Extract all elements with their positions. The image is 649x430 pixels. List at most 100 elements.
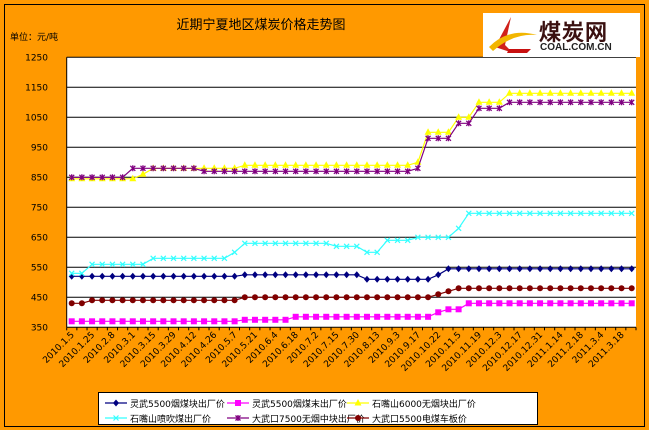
series-1 — [68, 300, 635, 325]
data-point — [333, 168, 340, 175]
data-point — [221, 272, 228, 280]
data-point — [536, 89, 544, 96]
data-point — [353, 271, 360, 279]
data-point — [302, 294, 309, 301]
data-point — [201, 297, 208, 304]
data-point — [598, 300, 605, 307]
data-point — [495, 98, 503, 105]
data-point — [282, 271, 289, 279]
data-point — [180, 165, 187, 172]
data-point — [252, 168, 258, 175]
data-point — [618, 99, 625, 106]
data-point — [119, 261, 126, 268]
data-point — [180, 255, 187, 262]
data-point — [343, 243, 350, 250]
data-point — [414, 275, 421, 283]
series-line — [71, 101, 632, 178]
data-point — [201, 255, 207, 262]
data-point — [323, 240, 330, 247]
data-point — [180, 272, 187, 280]
data-point — [485, 98, 493, 105]
data-point — [363, 161, 371, 168]
data-point — [537, 99, 544, 106]
data-point — [292, 271, 299, 279]
data-point — [587, 89, 595, 96]
data-point — [89, 297, 96, 304]
data-point — [567, 89, 575, 96]
data-point — [526, 265, 533, 273]
legend: 灵武5500烟煤块出厂价 灵武5500烟煤末出厂价 石嘴山6000无烟块出厂价 石嘴山… — [98, 392, 538, 425]
data-point — [302, 161, 310, 168]
legend-label: 大武口7500无烟中块出厂价 — [252, 414, 365, 425]
legend-marker — [355, 415, 361, 421]
legend-marker — [354, 399, 362, 406]
data-point — [282, 294, 289, 301]
data-point — [618, 265, 625, 273]
data-point — [445, 234, 452, 241]
y-tick-label: 850 — [31, 173, 48, 183]
series-5 — [68, 285, 635, 307]
y-axis-label: 单位：元/吨 — [10, 33, 59, 43]
data-point — [190, 255, 197, 262]
data-point — [608, 210, 615, 217]
data-point — [292, 168, 299, 175]
data-point — [109, 272, 116, 280]
data-point — [588, 99, 594, 106]
data-point — [496, 210, 503, 217]
data-point — [404, 237, 411, 244]
data-point — [516, 300, 523, 307]
legend-label: 灵武5500烟煤块出厂价 — [130, 399, 225, 410]
data-point — [425, 275, 432, 283]
data-point — [150, 297, 157, 304]
data-point — [618, 89, 626, 96]
data-point — [272, 294, 279, 301]
data-point — [587, 285, 594, 292]
data-point — [180, 297, 187, 304]
data-point — [292, 313, 299, 320]
data-point — [506, 89, 514, 96]
data-point — [516, 89, 524, 96]
data-point — [476, 210, 482, 217]
data-point — [628, 285, 635, 292]
legend-star-icon — [227, 415, 249, 421]
legend-label: 石嘴山6000无烟块出厂价 — [372, 399, 476, 410]
data-point — [363, 275, 370, 283]
data-point — [78, 270, 85, 277]
data-point — [139, 272, 146, 280]
data-point — [150, 165, 157, 172]
legend-item: 灵武5500烟煤末出厂价 — [227, 396, 347, 410]
data-point — [445, 306, 452, 313]
data-point — [618, 285, 625, 292]
data-point — [353, 294, 360, 301]
data-point — [211, 297, 218, 304]
data-point — [608, 300, 615, 307]
data-point — [383, 161, 391, 168]
legend-circle-icon — [347, 415, 369, 421]
data-point — [129, 174, 137, 182]
data-point — [394, 161, 402, 168]
data-point — [414, 313, 421, 320]
data-point — [99, 297, 106, 304]
data-point — [384, 294, 391, 301]
data-point — [516, 265, 523, 273]
data-point — [272, 271, 279, 279]
data-point — [455, 113, 463, 120]
data-point — [292, 240, 299, 247]
data-point — [425, 234, 431, 241]
data-point — [231, 297, 238, 304]
data-point — [445, 135, 452, 142]
data-point — [261, 161, 269, 168]
data-point — [394, 294, 401, 301]
data-point — [139, 318, 146, 325]
data-point — [404, 294, 411, 301]
data-point — [363, 313, 370, 320]
data-point — [414, 294, 421, 301]
data-point — [99, 318, 106, 325]
data-point — [241, 271, 248, 279]
data-point — [628, 300, 635, 307]
data-point — [119, 318, 126, 325]
data-point — [374, 275, 381, 283]
data-point — [333, 271, 340, 279]
data-point — [333, 243, 340, 250]
